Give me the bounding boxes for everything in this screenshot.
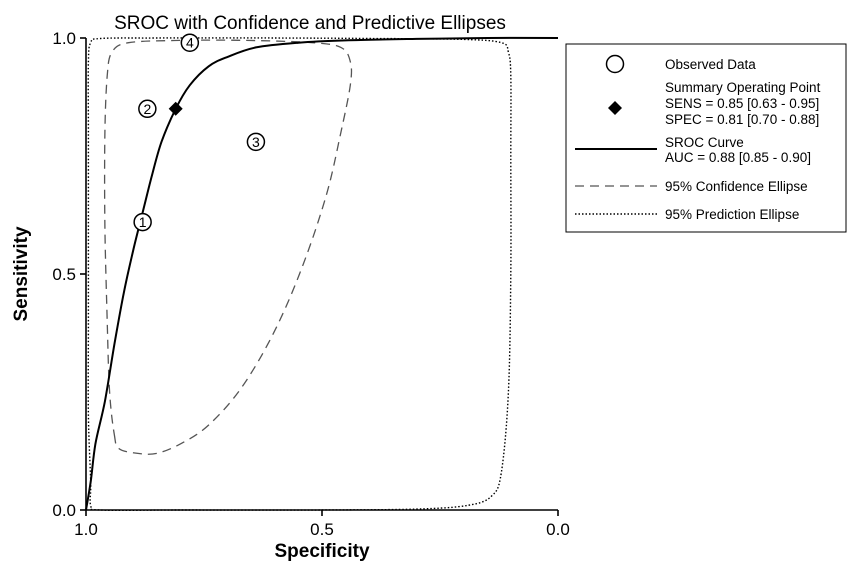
observed-point: 2 (138, 99, 157, 119)
x-tick-label: 0.5 (310, 520, 334, 539)
chart-title: SROC with Confidence and Predictive Elli… (114, 13, 506, 34)
observed-point-marker (138, 99, 157, 119)
x-axis-label: Specificity (274, 541, 369, 562)
y-tick-label: 1.0 (52, 29, 76, 48)
observed-point-marker (246, 132, 266, 152)
x-tick-label: 1.0 (74, 520, 98, 539)
legend-summary-spec: SPEC = 0.81 [0.70 - 0.88] (665, 112, 819, 127)
observed-point-marker (133, 212, 152, 232)
legend-sroc-label: SROC Curve (665, 135, 744, 150)
legend: Observed Data Summary Operating Point SE… (565, 43, 847, 233)
x-tick-label: 0.0 (546, 520, 570, 539)
legend-sroc-auc: AUC = 0.88 [0.85 - 0.90] (665, 150, 811, 165)
sroc-curve (85, 36, 559, 511)
y-axis-ticks: 0.0 0.5 1.0 (52, 29, 86, 520)
observed-point-marker (180, 33, 200, 52)
observed-point: 3 (246, 132, 266, 152)
y-axis-label: Sensitivity (11, 226, 32, 321)
plot-axes (85, 38, 558, 511)
legend-summary-sens: SENS = 0.85 [0.63 - 0.95] (665, 96, 819, 111)
observed-point-label: 3 (252, 134, 260, 150)
observed-point: 1 (133, 212, 152, 232)
observed-point-label: 4 (186, 35, 194, 51)
summary-operating-point (168, 101, 183, 116)
observed-data-points: 1 2 3 4 (133, 33, 266, 232)
y-tick-label: 0.0 (52, 501, 76, 520)
legend-prediction-label: 95% Prediction Ellipse (665, 207, 799, 222)
x-axis-ticks: 1.0 0.5 0.0 (74, 510, 570, 539)
summary-point-marker (168, 101, 183, 116)
y-tick-label: 0.5 (52, 265, 76, 284)
legend-summary-label: Summary Operating Point (665, 80, 821, 95)
legend-observed-marker (605, 54, 625, 74)
observed-point-label: 2 (143, 101, 151, 117)
legend-observed-label: Observed Data (665, 57, 756, 72)
legend-confidence-label: 95% Confidence Ellipse (665, 179, 808, 194)
confidence-ellipse-curve (103, 39, 353, 455)
legend-summary-marker (608, 101, 622, 115)
observed-point-label: 1 (139, 214, 147, 230)
observed-point: 4 (180, 33, 200, 52)
legend-box (565, 43, 847, 233)
